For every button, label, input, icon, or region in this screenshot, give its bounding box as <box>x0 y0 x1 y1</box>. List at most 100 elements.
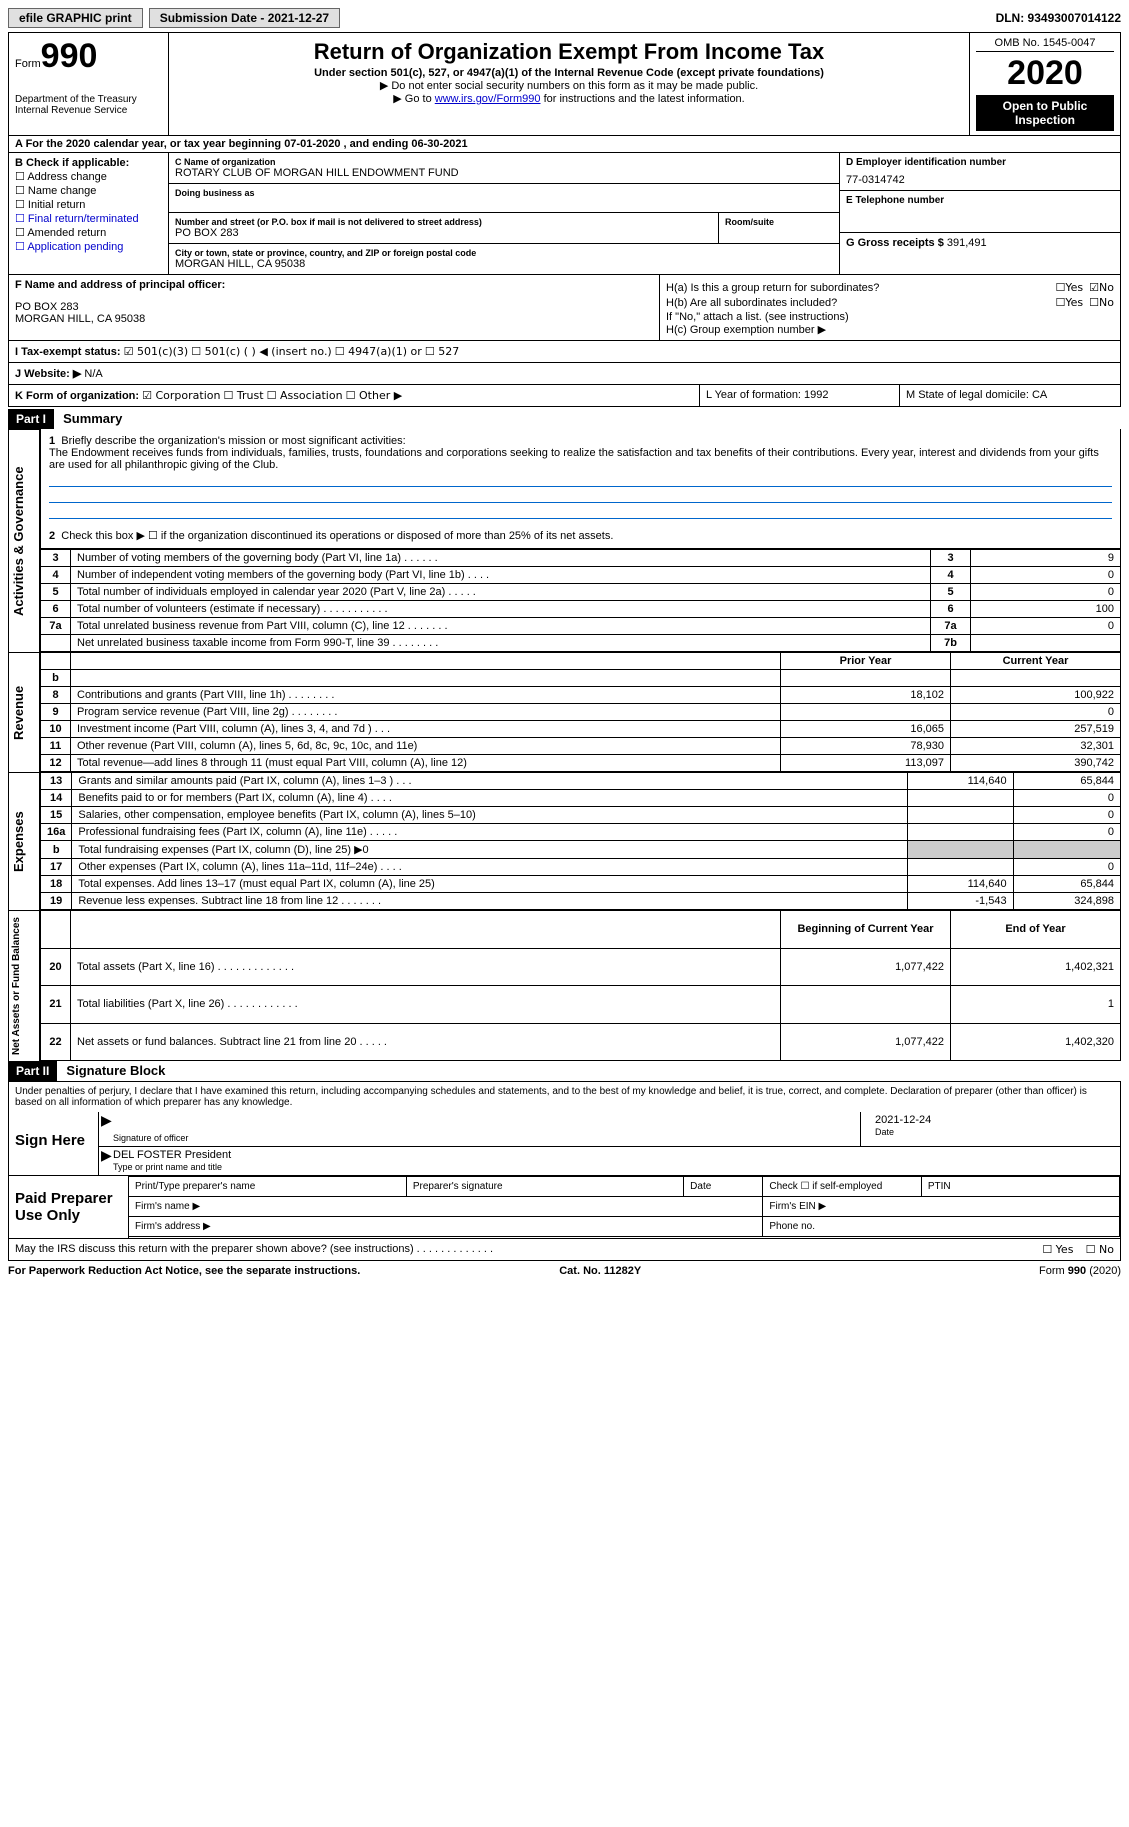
vlabel-revenue: Revenue <box>8 652 40 772</box>
sig-officer-label: Signature of officer <box>113 1133 188 1143</box>
hb-note: If "No," attach a list. (see instruction… <box>666 311 1114 323</box>
sign-here-label: Sign Here <box>9 1112 99 1175</box>
street-label: Number and street (or P.O. box if mail i… <box>175 217 712 227</box>
current-val: 0 <box>1013 859 1120 876</box>
chk-final-return[interactable]: Final return/terminated <box>15 212 162 225</box>
chk-name-change[interactable]: Name change <box>15 184 162 197</box>
hb-no[interactable]: ☐No <box>1089 296 1114 309</box>
part2-header: Part II <box>8 1061 57 1081</box>
paid-preparer-label: Paid Preparer Use Only <box>9 1176 129 1238</box>
current-val: 390,742 <box>951 755 1121 772</box>
vlabel-net-assets: Net Assets or Fund Balances <box>8 910 40 1061</box>
line-no: 22 <box>41 1023 71 1061</box>
ha-yes[interactable]: ☐Yes <box>1056 281 1084 294</box>
prep-sig-label: Preparer's signature <box>406 1177 683 1197</box>
k-label: K Form of organization: <box>15 390 139 402</box>
chk-527[interactable]: ☐ 527 <box>425 345 459 358</box>
chk-corp[interactable]: ☑ Corporation <box>142 389 220 402</box>
footer-bottom: For Paperwork Reduction Act Notice, see … <box>8 1261 1121 1281</box>
mission-text: The Endowment receives funds from indivi… <box>49 447 1099 471</box>
city-label: City or town, state or province, country… <box>175 248 833 258</box>
line-no: 20 <box>41 948 71 986</box>
row-a-tax-year: A For the 2020 calendar year, or tax yea… <box>8 136 1121 153</box>
discuss-no[interactable]: ☐ No <box>1086 1243 1114 1256</box>
current-val: 32,301 <box>951 738 1121 755</box>
line-no: b <box>41 841 72 859</box>
signature-block: Sign Here ▶ Signature of officer 2021-12… <box>8 1112 1121 1239</box>
dba-label: Doing business as <box>175 188 833 198</box>
line-desc: Total number of volunteers (estimate if … <box>71 601 931 618</box>
efile-print-button[interactable]: efile GRAPHIC print <box>8 8 143 28</box>
chk-assoc[interactable]: ☐ Association <box>267 389 343 402</box>
line-no: 5 <box>41 584 71 601</box>
prep-check-label[interactable]: Check ☐ if self-employed <box>763 1177 921 1197</box>
officer-addr1: PO BOX 283 <box>15 301 653 313</box>
prep-name-label: Print/Type preparer's name <box>129 1177 406 1197</box>
form-header: Form990 Department of the Treasury Inter… <box>8 32 1121 136</box>
prior-val <box>907 859 1013 876</box>
instructions-link[interactable]: www.irs.gov/Form990 <box>435 93 541 105</box>
col-prior: Beginning of Current Year <box>781 911 951 949</box>
line-desc: Benefits paid to or for members (Part IX… <box>72 790 907 807</box>
prior-val: 114,640 <box>907 876 1013 893</box>
org-name: ROTARY CLUB OF MORGAN HILL ENDOWMENT FUN… <box>175 167 833 179</box>
dln: DLN: 93493007014122 <box>996 11 1121 25</box>
col-current: End of Year <box>951 911 1121 949</box>
firm-addr-label: Firm's address ▶ <box>129 1217 763 1237</box>
chk-initial-return[interactable]: Initial return <box>15 198 162 211</box>
prior-val: 16,065 <box>781 721 951 738</box>
l-year-formation: L Year of formation: 1992 <box>700 385 900 406</box>
current-val: 324,898 <box>1013 893 1120 910</box>
type-name-label: Type or print name and title <box>113 1162 222 1172</box>
q1-num: 1 <box>49 435 55 447</box>
ha-no[interactable]: ☑No <box>1089 281 1114 294</box>
line-desc: Total fundraising expenses (Part IX, col… <box>72 841 907 859</box>
line-desc: Revenue less expenses. Subtract line 18 … <box>72 893 907 910</box>
prep-date-label: Date <box>684 1177 763 1197</box>
current-val: 0 <box>1013 824 1120 841</box>
line-desc: Total revenue—add lines 8 through 11 (mu… <box>71 755 781 772</box>
current-val: 65,844 <box>1013 876 1120 893</box>
chk-other[interactable]: ☐ Other ▶ <box>346 389 403 402</box>
chk-amended[interactable]: Amended return <box>15 226 162 239</box>
line-desc: Number of voting members of the governin… <box>71 550 931 567</box>
line-no: 4 <box>41 567 71 584</box>
hb-yes[interactable]: ☐Yes <box>1056 296 1084 309</box>
chk-501c3[interactable]: ☑ 501(c)(3) <box>124 345 189 358</box>
ha-label: H(a) Is this a group return for subordin… <box>666 282 879 294</box>
firm-name-label: Firm's name ▶ <box>129 1197 763 1217</box>
line-desc: Total unrelated business revenue from Pa… <box>71 618 931 635</box>
current-val: 0 <box>951 704 1121 721</box>
discuss-yes[interactable]: ☐ Yes <box>1042 1243 1073 1256</box>
prior-val <box>781 670 951 687</box>
line-no: 9 <box>41 704 71 721</box>
chk-4947[interactable]: ☐ 4947(a)(1) or <box>335 345 422 358</box>
chk-app-pending[interactable]: Application pending <box>15 240 162 253</box>
pra-notice: For Paperwork Reduction Act Notice, see … <box>8 1265 360 1277</box>
line-desc: Program service revenue (Part VIII, line… <box>71 704 781 721</box>
sig-date-val: 2021-12-24 <box>875 1114 1114 1126</box>
c-name-label: C Name of organization <box>175 157 833 167</box>
f-label: F Name and address of principal officer: <box>15 279 653 291</box>
officer-addr2: MORGAN HILL, CA 95038 <box>15 313 653 325</box>
prior-val <box>907 807 1013 824</box>
current-val: 257,519 <box>951 721 1121 738</box>
chk-501c[interactable]: ☐ 501(c) ( ) ◀ (insert no.) <box>191 345 331 358</box>
vlabel-expenses: Expenses <box>8 772 40 910</box>
line-no: 10 <box>41 721 71 738</box>
line-desc: Investment income (Part VIII, column (A)… <box>71 721 781 738</box>
governance-table: 3 Number of voting members of the govern… <box>40 549 1121 652</box>
m-state: M State of legal domicile: CA <box>900 385 1120 406</box>
part1-header: Part I <box>8 409 54 429</box>
ein: 77-0314742 <box>846 174 1114 186</box>
g-receipts-label: G Gross receipts $ <box>846 237 944 249</box>
top-bar: efile GRAPHIC print Submission Date - 20… <box>8 8 1121 28</box>
d-ein-label: D Employer identification number <box>846 157 1114 168</box>
chk-trust[interactable]: ☐ Trust <box>224 389 264 402</box>
ptin-label: PTIN <box>921 1177 1119 1197</box>
prior-val <box>907 824 1013 841</box>
preparer-table: Print/Type preparer's name Preparer's si… <box>129 1176 1120 1237</box>
penalty-text: Under penalties of perjury, I declare th… <box>8 1081 1121 1112</box>
line-box: 5 <box>931 584 971 601</box>
chk-address-change[interactable]: Address change <box>15 170 162 183</box>
